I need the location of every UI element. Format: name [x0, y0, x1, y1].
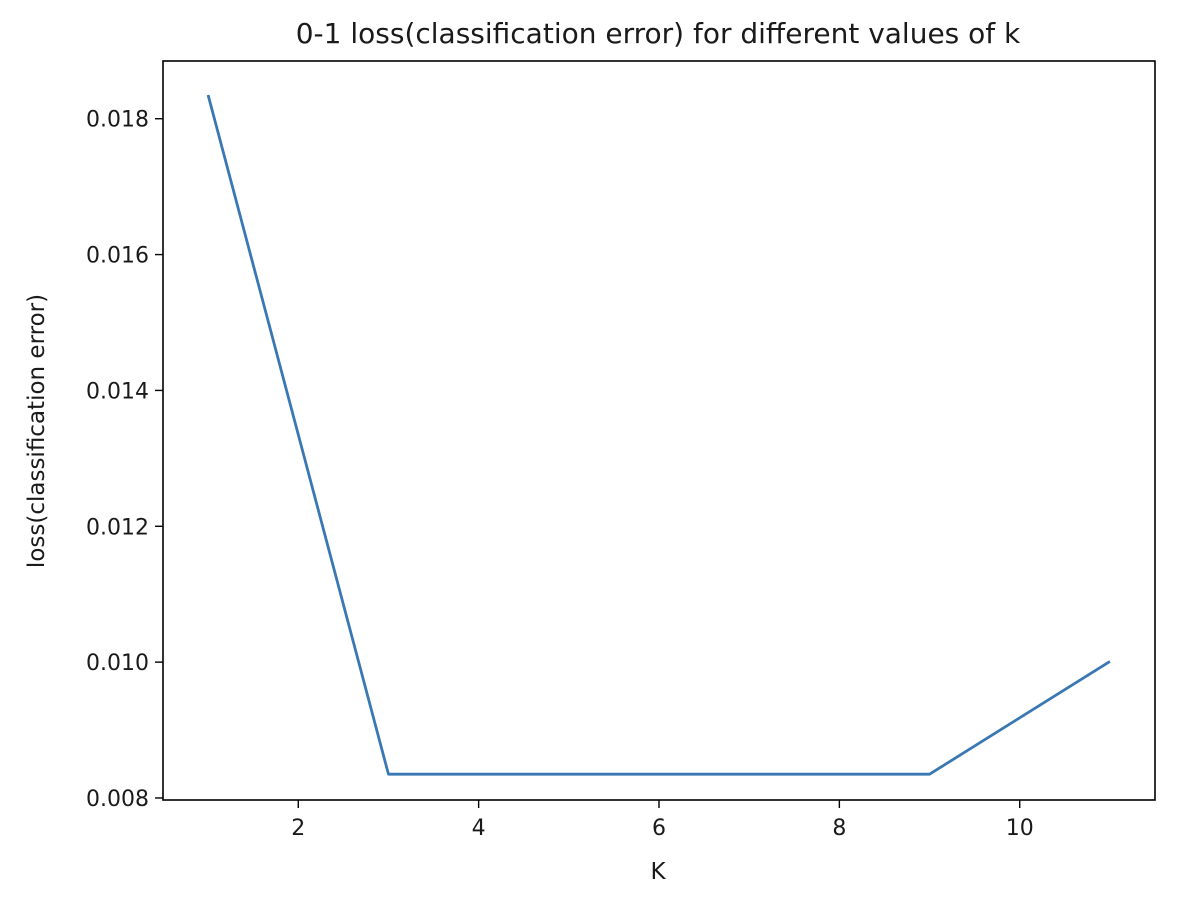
y-tick-label: 0.010	[86, 651, 149, 676]
y-tick-label: 0.012	[86, 515, 149, 540]
x-tick-label: 6	[652, 816, 666, 841]
y-tick-label: 0.014	[86, 379, 149, 404]
series-line	[206, 94, 1111, 776]
x-tick-label: 2	[291, 816, 305, 841]
x-tick-label: 8	[832, 816, 846, 841]
x-tick-label: 4	[472, 816, 486, 841]
x-tick-label: 10	[1006, 816, 1034, 841]
y-tick-label: 0.018	[86, 108, 149, 133]
y-axis-label: loss(classification error)	[24, 294, 50, 568]
plot-frame	[162, 60, 1156, 801]
y-tick-label: 0.016	[86, 244, 149, 269]
plot-area: 2 4 6 8 10 0.008 0.010 0.012 0.014 0.016 0.018	[86, 60, 1156, 841]
x-axis-label: K	[650, 859, 666, 885]
chart-title: 0-1 loss(classification error) for diffe…	[296, 17, 1021, 50]
y-tick-label: 0.008	[86, 787, 149, 812]
